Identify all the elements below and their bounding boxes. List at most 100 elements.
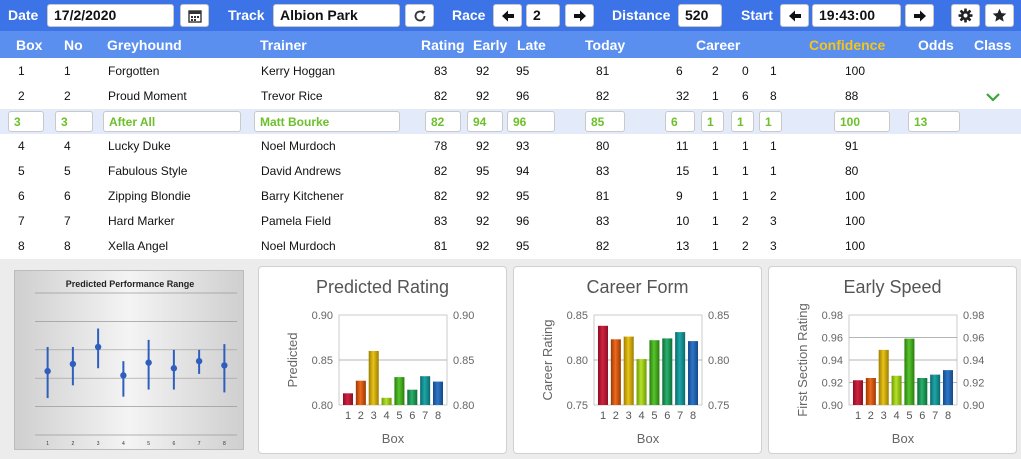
col-rating[interactable]: Rating [421,37,465,53]
bar-box-1 [342,393,354,405]
cell-trainer[interactable]: Matt Bourke [254,111,400,132]
cell-late[interactable]: 96 [507,111,555,132]
cell-rating[interactable]: 82 [425,111,461,132]
cell-career-seconds: 1 [742,164,749,178]
cell-no[interactable]: 3 [55,111,93,132]
cell-career-wins[interactable]: 1 [701,111,724,132]
x-tick-label: 3 [97,441,100,447]
col-class[interactable]: Class [974,37,1012,53]
cell-early[interactable]: 94 [467,111,503,132]
col-trainer[interactable]: Trainer [260,37,307,53]
cell-early: 92 [476,189,490,203]
race-next-button[interactable] [565,4,594,27]
col-odds[interactable]: Odds [918,37,954,53]
chevron-down-icon[interactable] [985,91,1001,103]
cell-career-starts: 13 [676,239,690,253]
x-tick-label: 4 [639,410,645,422]
cell-late: 95 [516,239,530,253]
col-greyhound[interactable]: Greyhound [107,37,182,53]
bar-box-1 [597,325,609,405]
x-tick-label: 5 [906,410,912,422]
cell-career-seconds[interactable]: 1 [731,111,754,132]
cell-early: 92 [476,214,490,228]
table-row[interactable]: 7 7 Hard Marker Pamela Field 83 92 96 83 10 1 2 3 10… [0,209,1021,234]
bar-box-2 [355,380,366,405]
distance-field[interactable]: 520 [678,4,722,27]
cell-odds[interactable]: 13 [908,111,960,132]
cell-rating: 83 [434,64,448,78]
col-late[interactable]: Late [517,37,546,53]
cell-confidence: 100 [845,214,866,228]
cell-career-starts[interactable]: 6 [665,111,695,132]
early-speed-plot: 0.98 0.98 0.96 0.96 0.94 0.94 0.92 0.92 0.90 0.90… [795,303,984,446]
col-box[interactable]: Box [16,37,43,53]
race-label: Race [452,7,486,23]
y-tick-label-left: 0.94 [822,355,843,367]
cell-box[interactable]: 3 [8,111,44,132]
cell-career-wins: 1 [712,189,719,203]
cell-career-seconds: 1 [742,189,749,203]
start-time-field[interactable]: 19:43:00 [812,4,901,27]
bar-box-5 [394,377,405,405]
y-tick-label-right: 0.85 [708,310,729,322]
refresh-button[interactable] [405,4,434,27]
race-field[interactable]: 2 [526,4,560,27]
track-field[interactable]: Albion Park [273,4,400,27]
cell-rating: 78 [434,139,448,153]
chart-title: Predicted Performance Range [65,279,195,289]
y-tick-label-right: 0.92 [963,378,984,390]
data-point [221,362,228,369]
start-prev-button[interactable] [780,4,809,27]
race-prev-button[interactable] [493,4,522,27]
star-icon [992,8,1007,22]
cell-today[interactable]: 85 [585,111,625,132]
y-tick-label-right: 0.85 [453,355,474,367]
cell-confidence[interactable]: 100 [834,111,890,132]
bar-box-5 [904,338,915,405]
calendar-button[interactable] [180,4,209,27]
cell-rating: 81 [434,239,448,253]
bar-box-6 [662,338,673,405]
cell-today: 82 [596,239,610,253]
cell-career-thirds[interactable]: 1 [759,111,782,132]
bar-box-7 [675,332,686,405]
table-row[interactable]: 1 1 Forgotten Kerry Hoggan 83 92 95 81 6 2 0 1 100 [0,59,1021,84]
y-tick-label-left: 0.85 [567,310,588,322]
cell-confidence: 91 [845,139,859,153]
cell-career-seconds: 1 [742,139,749,153]
col-no[interactable]: No [64,37,83,53]
table-row[interactable]: 3 3 After All Matt Bourke 82 94 96 85 6 1 1 1 100 13 [0,109,1021,134]
cell-no: 7 [64,214,71,228]
table-row[interactable]: 4 4 Lucky Duke Noel Murdoch 78 92 93 80 11 1 1 1 91 [0,134,1021,159]
y-tick-label-right: 0.90 [963,400,984,412]
favorite-button[interactable] [985,4,1014,27]
col-today[interactable]: Today [585,37,626,53]
col-early[interactable]: Early [473,37,508,53]
data-point [170,365,178,372]
col-career[interactable]: Career [696,37,741,53]
col-confidence[interactable]: Confidence [809,37,886,53]
career-form-chart: Career Form 0.85 0.85 0.80 0.80 0.75 0.75 1 2 3 4… [513,266,762,454]
data-point [195,357,203,365]
cell-greyhound[interactable]: After All [103,111,241,132]
table-row[interactable]: 5 5 Fabulous Style David Andrews 82 95 94 83 15 1… [0,159,1021,184]
cell-career-starts: 15 [676,164,690,178]
cell-trainer: Barry Kitchener [261,189,344,203]
start-next-button[interactable] [905,4,934,27]
x-tick-label: 1 [345,410,351,422]
y-tick-label-left: 0.75 [567,400,588,412]
y-tick-label-left: 0.90 [822,400,843,412]
cell-greyhound: Proud Moment [108,89,187,103]
cell-career-wins: 1 [712,214,719,228]
table-row[interactable]: 2 2 Proud Moment Trevor Rice 82 92 96 82 32 1 6 8 88 [0,84,1021,109]
cell-box: 8 [18,239,25,253]
y-tick-label-right: 0.80 [453,400,474,412]
arrow-right-icon [573,10,586,21]
x-axis-label: Box [382,431,405,446]
settings-button[interactable] [951,4,980,27]
cell-no: 1 [64,64,71,78]
table-row[interactable]: 6 6 Zipping Blondie Barry Kitchener 82 92 95 81… [0,184,1021,209]
cell-today: 81 [596,189,610,203]
table-row[interactable]: 8 8 Xella Angel Noel Murdoch 81 92 95 82 13 1 2 3 10… [0,234,1021,259]
date-field[interactable]: 17/2/2020 [47,4,174,27]
